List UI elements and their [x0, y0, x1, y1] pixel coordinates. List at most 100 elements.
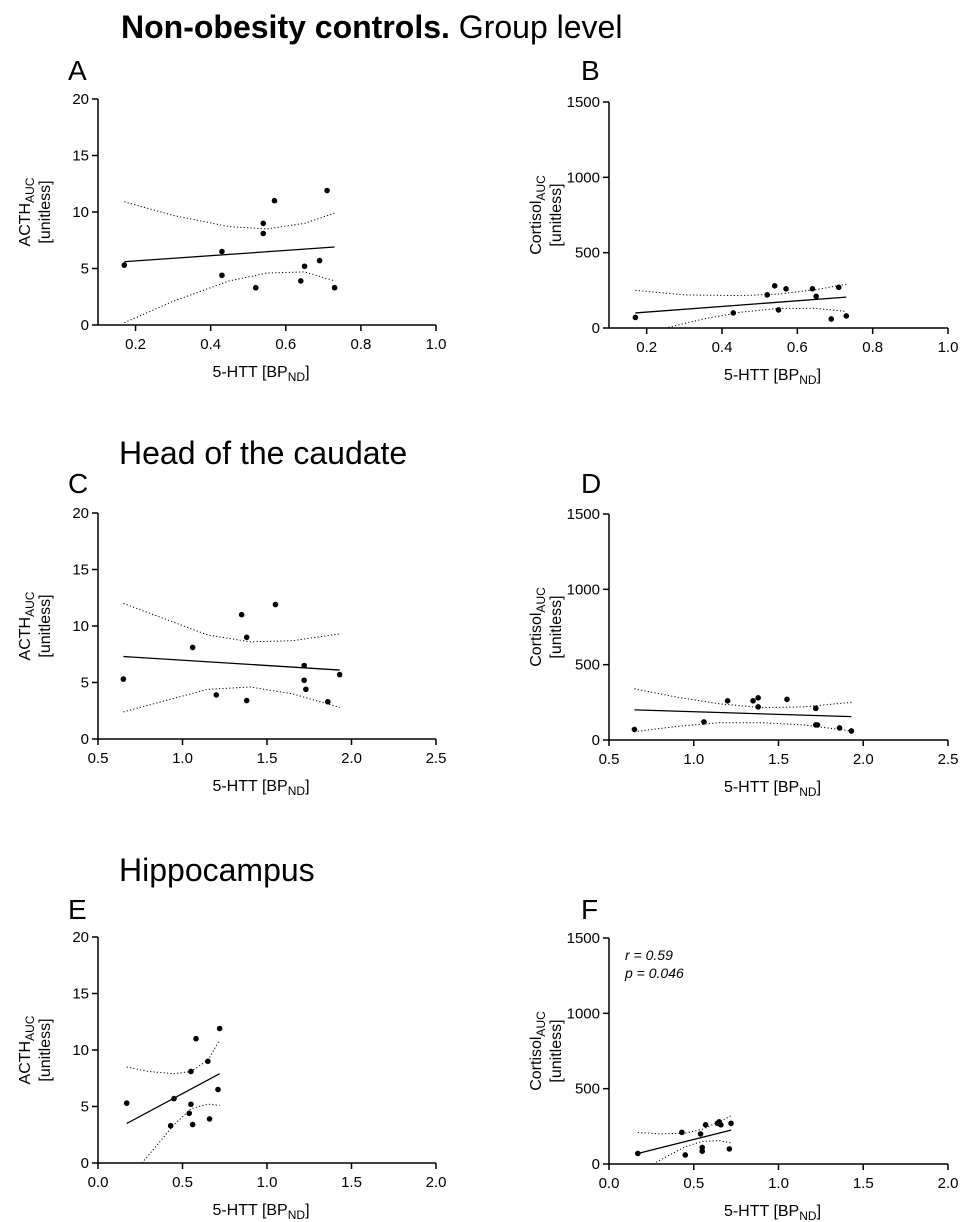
data-point	[206, 1116, 213, 1122]
data-point	[809, 286, 816, 292]
y-tick-label: 10	[72, 1042, 89, 1059]
data-point	[238, 611, 245, 618]
y-tick-label: 20	[72, 929, 89, 946]
data-point	[730, 310, 737, 316]
y-tick-label: 0	[592, 732, 600, 749]
data-point	[750, 698, 756, 704]
y-tick-label: 0	[592, 320, 600, 337]
x-tick-label: 0.5	[683, 1175, 704, 1192]
data-point	[301, 662, 307, 669]
x-tick-label: 1.5	[257, 750, 278, 767]
x-tick-label: 0.6	[275, 336, 296, 353]
svg-text:[unitless]: [unitless]	[548, 1019, 565, 1082]
data-point	[325, 698, 331, 705]
data-point	[216, 1025, 223, 1032]
chart-panel-b: 0 500 1000 1500 0.2 0.4 0.6 0.8 1.0 5-HTT [BPND] C…	[528, 94, 958, 387]
panel-letter-a: A	[68, 55, 87, 86]
svg-text:[unitless]: [unitless]	[37, 594, 54, 657]
y-tick-label: 10	[72, 618, 89, 635]
data-point	[764, 292, 770, 298]
data-point	[188, 1068, 194, 1075]
panel-letter-d: D	[581, 468, 602, 499]
data-point	[121, 262, 128, 268]
data-point	[848, 728, 855, 734]
chart-panel-a: 0 5 10 15 20 0.2 0.4 0.6 0.8 1.0 5-HTT [BPND] ACTHA…	[17, 91, 446, 384]
data-point	[726, 1146, 733, 1152]
data-point	[728, 1120, 734, 1127]
ci-upper-band	[635, 283, 847, 297]
x-tick-label: 0.4	[200, 336, 221, 353]
svg-text:[unitless]: [unitless]	[548, 183, 565, 246]
data-point	[219, 272, 225, 279]
x-tick-label: 1.0	[768, 1175, 789, 1192]
data-point	[324, 187, 330, 194]
data-point	[301, 677, 307, 684]
x-tick-label: 0.4	[712, 339, 733, 356]
y-tick-label: 5	[81, 1099, 89, 1116]
svg-text:CortisolAUC: CortisolAUC	[528, 587, 548, 667]
svg-text:CortisolAUC: CortisolAUC	[528, 175, 548, 255]
stats-annotation: p = 0.046	[624, 965, 684, 981]
data-point	[213, 692, 220, 698]
data-point	[171, 1095, 177, 1102]
y-tick-label: 500	[575, 1081, 600, 1098]
data-point	[679, 1129, 685, 1136]
ci-lower-band	[124, 271, 335, 324]
y-tick-label: 500	[575, 245, 600, 262]
y-tick-label: 15	[72, 562, 89, 579]
x-tick-label: 2.0	[938, 1175, 959, 1192]
data-point	[783, 286, 789, 292]
x-tick-label: 2.0	[853, 751, 874, 768]
data-point	[697, 1131, 704, 1137]
y-tick-label: 0	[81, 731, 89, 748]
y-tick-label: 1000	[567, 581, 600, 598]
x-tick-label: 1.5	[768, 751, 789, 768]
data-point	[205, 1058, 211, 1065]
ci-lower-band	[663, 307, 847, 328]
x-tick-label: 0.5	[88, 750, 109, 767]
x-tick-label: 1.5	[853, 1175, 874, 1192]
data-point	[186, 1110, 193, 1117]
svg-text:CortisolAUC: CortisolAUC	[528, 1011, 548, 1091]
y-tick-label: 0	[592, 1156, 600, 1173]
data-point	[272, 601, 279, 608]
x-tick-label: 0.2	[636, 339, 657, 356]
heading-hippocampus: Hippocampus	[119, 852, 315, 888]
x-tick-label: 0.0	[88, 1174, 109, 1191]
data-point	[189, 1121, 196, 1128]
y-tick-label: 1500	[567, 94, 600, 111]
svg-text:ACTHAUC: ACTHAUC	[17, 177, 37, 246]
y-tick-label: 15	[72, 148, 89, 165]
data-point	[828, 316, 835, 322]
y-tick-label: 1000	[567, 1005, 600, 1022]
y-tick-label: 1500	[567, 930, 600, 947]
y-axis-title: ACTHAUC [unitless]	[17, 1015, 54, 1084]
chart-panel-f: 0 500 1000 1500 0.0 0.5 1.0 1.5 2.0 5-HTT [BPND] C…	[528, 930, 958, 1222]
panel-letter-c: C	[68, 468, 89, 499]
x-axis-title: 5-HTT [BPND]	[724, 367, 821, 387]
data-point	[814, 722, 821, 728]
heading-group-level: Non-obesity controls. Group level	[121, 11, 622, 43]
data-point	[316, 257, 323, 264]
y-axis-title: CortisolAUC [unitless]	[528, 587, 565, 667]
y-axis-title: CortisolAUC [unitless]	[528, 1011, 565, 1091]
y-tick-label: 20	[72, 505, 89, 522]
y-axis-title: ACTHAUC [unitless]	[17, 591, 54, 660]
svg-text:ACTHAUC: ACTHAUC	[17, 591, 37, 660]
data-point	[252, 284, 259, 291]
data-point	[718, 1122, 724, 1128]
x-tick-label: 0.0	[599, 1175, 620, 1192]
data-point	[243, 634, 250, 641]
data-point	[260, 220, 267, 227]
data-point	[331, 284, 338, 291]
data-point	[635, 1150, 641, 1157]
data-point	[219, 248, 225, 255]
svg-text:[unitless]: [unitless]	[37, 1018, 54, 1081]
y-tick-label: 0	[81, 1155, 89, 1172]
x-tick-label: 1.0	[172, 750, 193, 767]
x-tick-label: 2.0	[341, 750, 362, 767]
x-tick-label: 1.0	[426, 336, 447, 353]
x-axis-title: 5-HTT [BPND]	[724, 779, 821, 799]
x-tick-label: 0.6	[787, 339, 808, 356]
